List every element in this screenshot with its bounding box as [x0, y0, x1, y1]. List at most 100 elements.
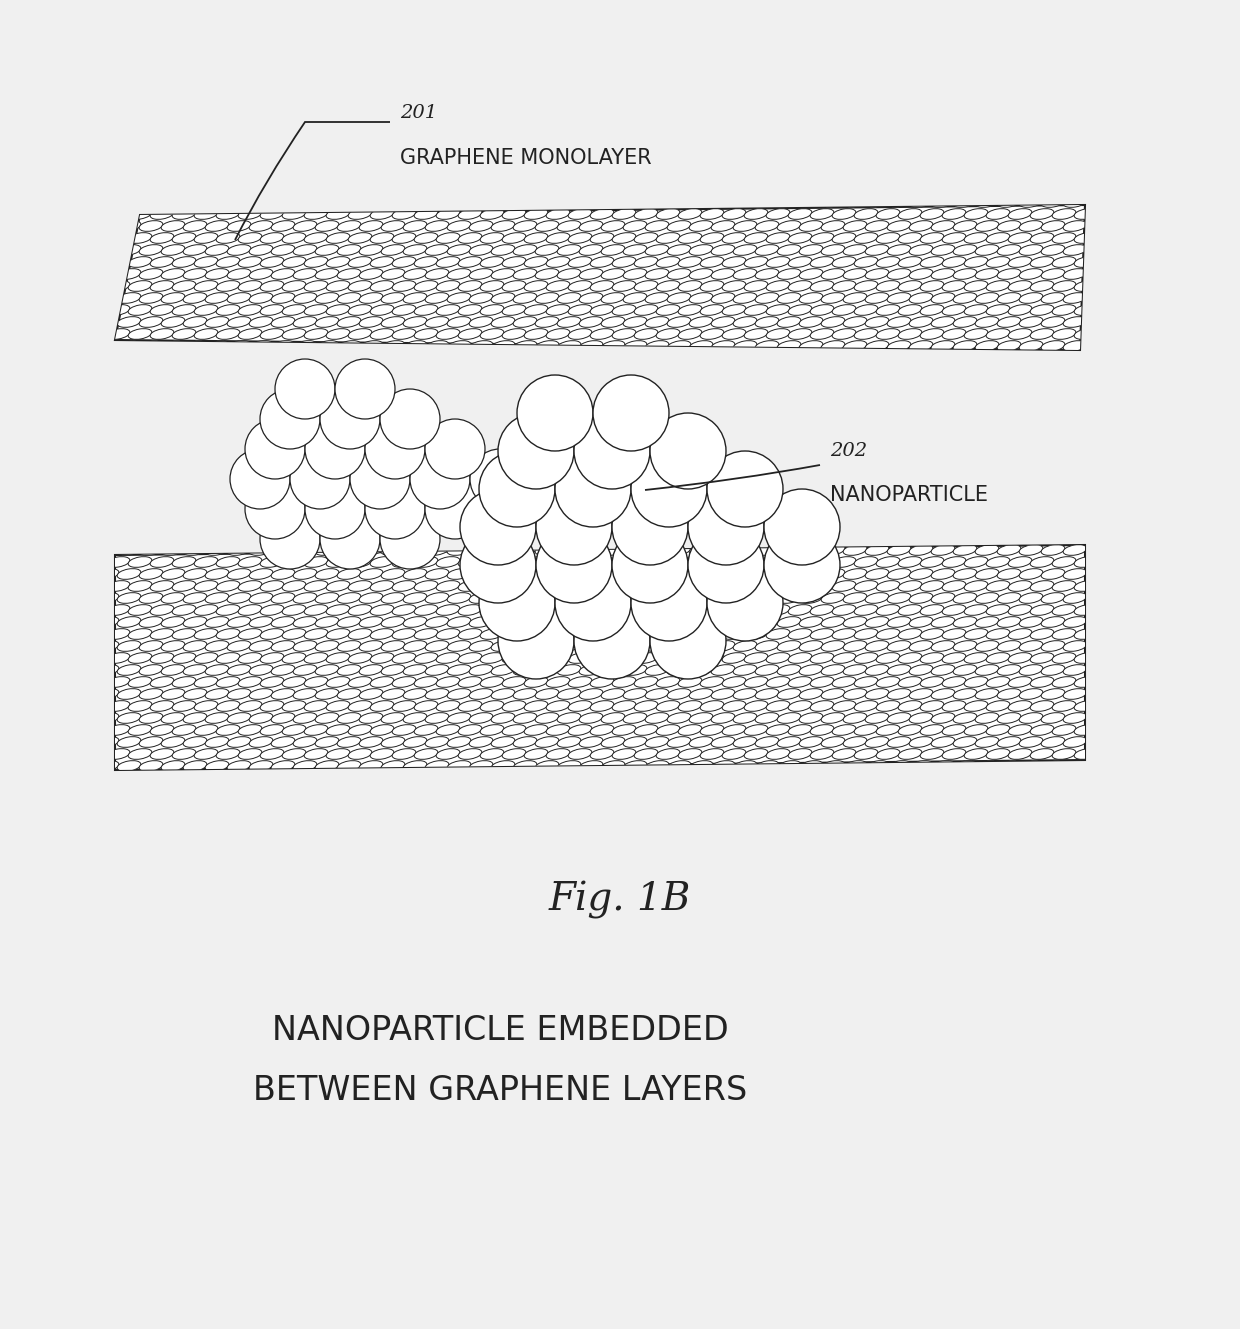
Ellipse shape [667, 569, 691, 579]
Ellipse shape [645, 292, 668, 303]
Ellipse shape [1053, 772, 1076, 783]
Ellipse shape [326, 748, 350, 759]
Ellipse shape [1085, 688, 1109, 699]
Ellipse shape [184, 641, 207, 651]
Ellipse shape [249, 221, 273, 231]
Ellipse shape [1085, 617, 1109, 627]
Ellipse shape [161, 736, 185, 747]
Ellipse shape [172, 700, 196, 711]
Ellipse shape [634, 533, 658, 544]
Circle shape [365, 419, 425, 478]
Ellipse shape [84, 700, 108, 711]
Ellipse shape [337, 688, 361, 699]
Ellipse shape [283, 352, 306, 363]
Ellipse shape [480, 748, 503, 759]
Ellipse shape [954, 569, 977, 579]
Ellipse shape [613, 772, 636, 783]
Ellipse shape [931, 736, 955, 747]
Ellipse shape [777, 736, 801, 747]
Ellipse shape [568, 328, 591, 339]
Ellipse shape [722, 772, 745, 783]
Ellipse shape [590, 676, 614, 687]
Ellipse shape [117, 617, 141, 627]
Ellipse shape [216, 185, 239, 195]
Ellipse shape [150, 352, 174, 363]
Ellipse shape [799, 736, 823, 747]
Ellipse shape [425, 664, 449, 675]
Ellipse shape [1008, 700, 1032, 711]
Ellipse shape [425, 316, 449, 327]
Ellipse shape [854, 772, 878, 783]
Ellipse shape [1107, 245, 1131, 255]
Ellipse shape [161, 340, 185, 351]
Ellipse shape [645, 340, 668, 351]
Ellipse shape [701, 772, 724, 783]
Ellipse shape [216, 304, 239, 315]
Ellipse shape [1030, 233, 1054, 243]
Ellipse shape [1085, 340, 1109, 351]
Circle shape [379, 389, 440, 449]
Ellipse shape [117, 712, 141, 723]
Ellipse shape [238, 676, 262, 687]
Ellipse shape [557, 197, 580, 207]
Ellipse shape [975, 292, 999, 303]
Ellipse shape [84, 328, 108, 339]
Ellipse shape [216, 533, 239, 544]
Ellipse shape [701, 233, 724, 243]
Ellipse shape [161, 664, 185, 675]
Ellipse shape [381, 521, 404, 532]
Ellipse shape [1053, 352, 1076, 363]
Ellipse shape [458, 581, 482, 591]
Ellipse shape [678, 280, 702, 291]
Ellipse shape [272, 784, 295, 795]
Ellipse shape [975, 340, 999, 351]
Ellipse shape [150, 328, 174, 339]
Ellipse shape [755, 316, 779, 327]
Ellipse shape [810, 605, 833, 615]
Ellipse shape [667, 521, 691, 532]
Ellipse shape [579, 712, 603, 723]
Ellipse shape [777, 784, 801, 795]
Ellipse shape [877, 676, 900, 687]
Ellipse shape [469, 316, 492, 327]
Ellipse shape [579, 641, 603, 651]
Ellipse shape [1030, 700, 1054, 711]
Ellipse shape [84, 256, 108, 267]
Ellipse shape [227, 545, 250, 556]
Ellipse shape [898, 700, 921, 711]
Ellipse shape [371, 676, 394, 687]
Ellipse shape [579, 221, 603, 231]
Ellipse shape [403, 617, 427, 627]
Ellipse shape [733, 569, 756, 579]
Ellipse shape [502, 256, 526, 267]
Ellipse shape [525, 748, 548, 759]
Ellipse shape [227, 784, 250, 795]
Ellipse shape [513, 521, 537, 532]
Ellipse shape [448, 268, 471, 279]
Ellipse shape [997, 617, 1021, 627]
Ellipse shape [381, 245, 404, 255]
Ellipse shape [381, 593, 404, 603]
Ellipse shape [1074, 653, 1097, 663]
Ellipse shape [425, 197, 449, 207]
Ellipse shape [304, 352, 327, 363]
Ellipse shape [425, 760, 449, 771]
Ellipse shape [689, 688, 713, 699]
Ellipse shape [557, 340, 580, 351]
Ellipse shape [777, 221, 801, 231]
Ellipse shape [613, 557, 636, 567]
Ellipse shape [536, 569, 559, 579]
Ellipse shape [986, 533, 1009, 544]
Ellipse shape [722, 557, 745, 567]
Ellipse shape [491, 736, 515, 747]
Ellipse shape [986, 209, 1009, 219]
Ellipse shape [877, 605, 900, 615]
Ellipse shape [634, 328, 658, 339]
Ellipse shape [1063, 316, 1086, 327]
Ellipse shape [931, 784, 955, 795]
Ellipse shape [337, 545, 361, 556]
Ellipse shape [766, 605, 790, 615]
Ellipse shape [579, 593, 603, 603]
Ellipse shape [403, 221, 427, 231]
Ellipse shape [195, 724, 218, 735]
